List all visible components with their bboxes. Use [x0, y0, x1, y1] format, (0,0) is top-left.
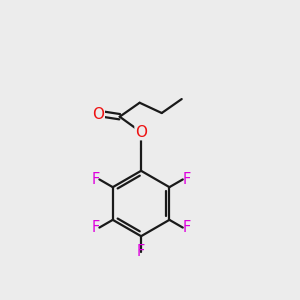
Text: F: F — [91, 172, 99, 187]
Text: F: F — [183, 172, 191, 187]
Text: O: O — [92, 107, 104, 122]
Text: O: O — [135, 125, 147, 140]
Text: F: F — [91, 220, 99, 235]
Text: F: F — [183, 220, 191, 235]
Text: F: F — [137, 244, 145, 259]
